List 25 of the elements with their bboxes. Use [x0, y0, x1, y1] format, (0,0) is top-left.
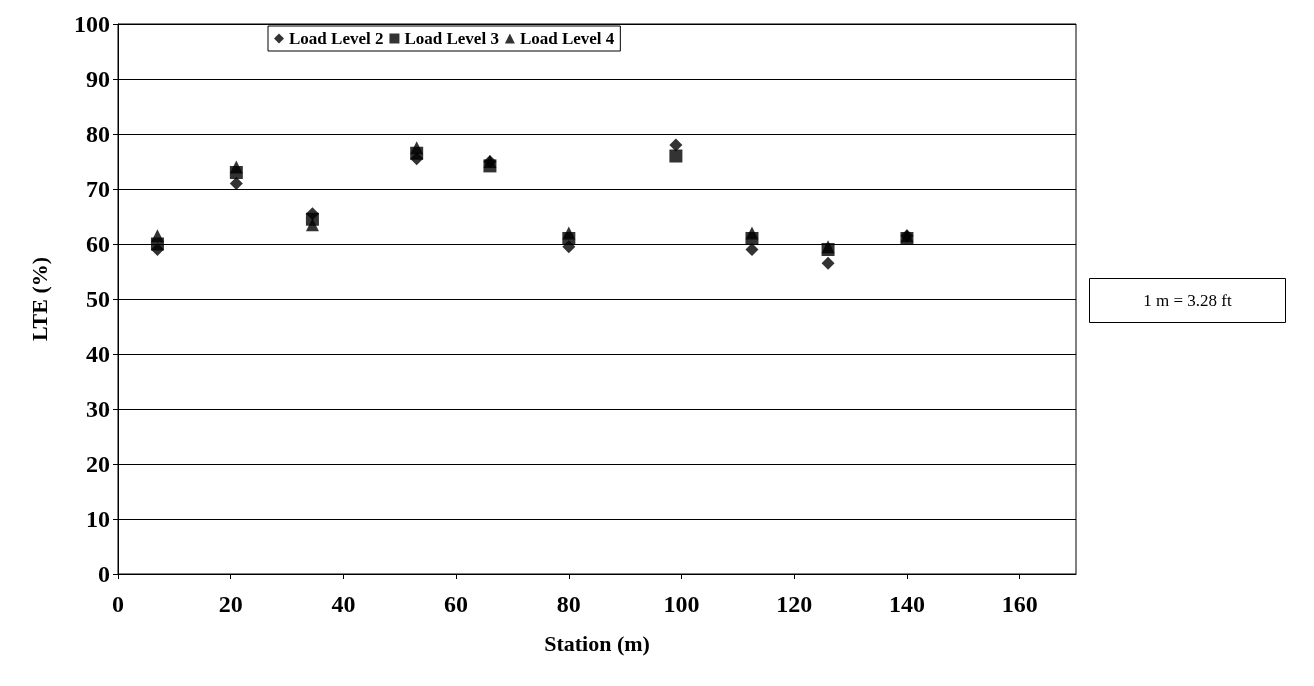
x-axis-title: Station (m) [544, 630, 650, 656]
y-tick-label: 0 [98, 561, 110, 587]
x-tick-label: 120 [776, 591, 813, 617]
x-tick-label: 160 [1001, 591, 1038, 617]
legend-label: Load Level 4 [519, 29, 615, 48]
x-tick-label: 140 [888, 591, 925, 617]
x-tick-label: 60 [444, 591, 469, 617]
y-tick-label: 30 [86, 396, 110, 422]
y-tick-label: 80 [86, 121, 110, 147]
y-tick-label: 10 [86, 506, 110, 532]
text: 1 m = 3.28 ft [1143, 291, 1232, 310]
legend-label: Load Level 3 [404, 29, 499, 48]
y-axis-title: LTE (%) [26, 256, 52, 342]
y-tick-label: 50 [86, 286, 110, 312]
x-tick-label: 20 [218, 591, 243, 617]
x-tick-label: 40 [331, 591, 356, 617]
y-tick-label: 20 [86, 451, 110, 477]
y-tick-label: 40 [86, 341, 110, 367]
legend-label: Load Level 2 [289, 29, 384, 48]
x-tick-label: 80 [556, 591, 581, 617]
y-tick-label: 100 [74, 11, 110, 37]
y-tick-label: 60 [86, 231, 110, 257]
y-tick-label: 90 [86, 66, 110, 92]
y-tick-label: 70 [86, 176, 110, 202]
x-tick-label: 100 [663, 591, 700, 617]
